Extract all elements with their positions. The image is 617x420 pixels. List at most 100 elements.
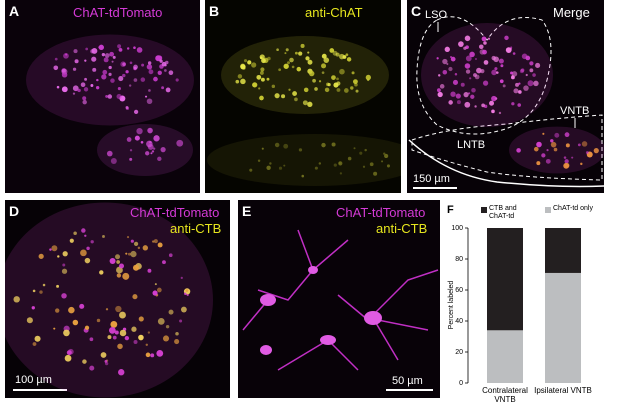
cell (89, 365, 95, 371)
cell (498, 58, 504, 64)
cell (162, 335, 170, 342)
cell (464, 35, 471, 42)
cell (471, 88, 476, 93)
cell (168, 309, 174, 315)
cell (164, 69, 167, 72)
cell (536, 141, 542, 148)
panel-label: B (209, 3, 220, 19)
cell (85, 47, 89, 51)
cell (240, 64, 246, 70)
cell (260, 67, 265, 72)
cell (455, 93, 461, 99)
cell (32, 289, 36, 293)
cell (168, 253, 173, 258)
cell (243, 59, 248, 63)
micrograph (5, 200, 230, 398)
cell (95, 85, 100, 90)
cell (329, 48, 335, 53)
cell (554, 132, 560, 138)
soma (260, 345, 272, 355)
cell (260, 77, 265, 82)
soma (308, 266, 318, 274)
cell (339, 172, 343, 175)
cell (116, 93, 122, 100)
cell (327, 82, 331, 87)
cell (369, 162, 374, 167)
cell (529, 61, 534, 66)
y-tick-label: 80 (455, 256, 463, 263)
cell (122, 73, 126, 78)
cell (79, 303, 85, 309)
cell (439, 84, 445, 89)
cell (564, 159, 569, 164)
cell (133, 340, 138, 345)
cell (184, 292, 187, 296)
cell (350, 86, 354, 90)
cell (251, 62, 257, 68)
cell (110, 78, 115, 83)
cell (482, 49, 487, 55)
cell (141, 63, 145, 67)
cell (283, 143, 289, 149)
bar-segment (487, 228, 523, 331)
cell (108, 327, 116, 334)
cell (96, 78, 99, 82)
scale-label: 100 µm (15, 374, 52, 386)
cell (553, 147, 558, 152)
cell (39, 290, 43, 294)
cell (165, 324, 170, 329)
cell (491, 95, 497, 102)
cell (175, 78, 179, 82)
cell (491, 69, 497, 76)
cell (161, 61, 167, 67)
cell (175, 331, 179, 336)
cell (142, 245, 149, 251)
cell (118, 369, 125, 376)
cell (289, 57, 294, 63)
cell (491, 109, 495, 114)
bg (5, 200, 230, 398)
cell (133, 46, 136, 49)
cell (536, 161, 541, 166)
cell (61, 293, 67, 299)
cell (510, 71, 514, 75)
cell (463, 46, 467, 50)
soma (260, 294, 276, 306)
cell (103, 57, 109, 63)
cell (261, 58, 266, 64)
cell (481, 103, 485, 108)
cell (496, 71, 499, 74)
cell (510, 46, 513, 49)
cell (489, 100, 495, 106)
cell (464, 63, 471, 69)
cell (106, 150, 113, 157)
brain-edge (408, 139, 604, 188)
cell (483, 60, 489, 65)
y-tick-label: 40 (455, 318, 463, 325)
cell (186, 293, 189, 297)
cell (13, 296, 20, 303)
cell (288, 88, 291, 91)
cell (474, 57, 477, 60)
stain-label: anti-ChAT (305, 5, 363, 20)
cell (82, 359, 87, 364)
cell (321, 142, 326, 148)
soma (364, 311, 382, 325)
cell (318, 80, 322, 83)
cell (146, 98, 153, 105)
cell (323, 57, 330, 63)
cell (118, 76, 124, 82)
glow (421, 23, 553, 127)
cell (140, 77, 146, 82)
cell (53, 327, 56, 330)
panel-label: E (242, 203, 252, 219)
glow (5, 202, 213, 398)
cell (353, 147, 356, 150)
cell (153, 76, 158, 82)
cell (105, 308, 109, 311)
cell (133, 78, 138, 82)
x-tick-label: Ipsilateral VNTB (534, 386, 592, 395)
cell (294, 51, 298, 55)
cell (362, 165, 366, 168)
cell (474, 105, 477, 108)
